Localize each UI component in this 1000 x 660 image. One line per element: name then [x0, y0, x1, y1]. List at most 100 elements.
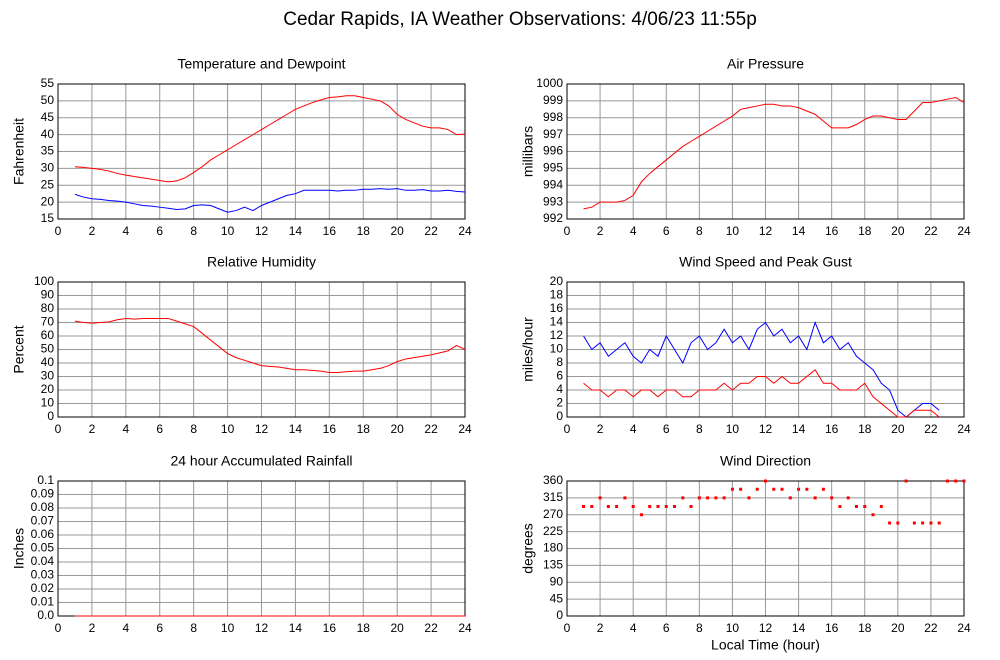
data-point: [681, 496, 685, 500]
x-tick-label: 24: [957, 621, 971, 635]
y-tick-label: 10: [41, 396, 55, 410]
y-tick-label: 0.03: [31, 568, 55, 582]
x-tick-label: 14: [289, 621, 303, 635]
panel-title: Wind Direction: [720, 453, 811, 469]
data-point: [689, 505, 693, 508]
data-point: [879, 505, 883, 508]
x-tick-label: 18: [858, 224, 872, 238]
data-point: [623, 496, 627, 500]
data-point: [871, 513, 875, 517]
data-line: [583, 321, 940, 418]
data-point: [954, 479, 958, 483]
data-point: [673, 505, 677, 508]
y-tick-label: 993: [543, 194, 563, 208]
data-point: [639, 513, 643, 517]
x-tick-label: 20: [891, 422, 905, 436]
data-point: [912, 521, 916, 525]
y-tick-label: 55: [41, 76, 55, 90]
x-tick-label: 8: [190, 422, 197, 436]
data-point: [697, 496, 701, 500]
y-tick-label: 45: [550, 591, 564, 605]
y-tick-label: 35: [41, 144, 55, 158]
data-line: [74, 188, 466, 213]
x-tick-label: 14: [792, 422, 806, 436]
y-tick-label: 0.06: [31, 527, 55, 541]
y-tick-label: 20: [550, 274, 564, 288]
x-tick-label: 8: [190, 621, 197, 635]
y-tick-label: 0.0: [37, 608, 54, 622]
data-point: [664, 505, 668, 508]
y-axis-label: Percent: [11, 325, 27, 373]
x-tick-label: 20: [390, 224, 404, 238]
x-tick-label: 18: [858, 422, 872, 436]
y-axis-label: degrees: [520, 523, 536, 574]
x-tick-label: 22: [424, 422, 438, 436]
data-point: [606, 505, 610, 508]
x-tick-label: 22: [924, 621, 938, 635]
y-tick-label: 0.04: [31, 554, 55, 568]
y-tick-label: 0.02: [31, 581, 55, 595]
x-tick-label: 8: [190, 224, 197, 238]
x-tick-label: 20: [891, 224, 905, 238]
data-point: [656, 505, 660, 508]
page-title: Cedar Rapids, IA Weather Observations: 4…: [283, 9, 757, 30]
x-tick-label: 4: [630, 422, 637, 436]
data-point: [598, 496, 602, 500]
data-point: [821, 487, 825, 491]
y-tick-label: 50: [41, 342, 55, 356]
y-tick-label: 90: [550, 574, 564, 588]
x-tick-label: 20: [390, 422, 404, 436]
y-axis-label: Fahrenheit: [11, 118, 27, 185]
data-point: [888, 521, 892, 525]
y-tick-label: 998: [543, 110, 563, 124]
x-tick-label: 4: [122, 422, 129, 436]
x-tick-label: 8: [696, 224, 703, 238]
x-tick-label: 24: [957, 224, 971, 238]
y-tick-label: 90: [41, 288, 55, 302]
x-tick-label: 14: [792, 224, 806, 238]
panel-title: 24 hour Accumulated Rainfall: [170, 453, 352, 469]
data-point: [772, 487, 776, 491]
x-tick-label: 10: [221, 422, 235, 436]
y-tick-label: 0.07: [31, 514, 55, 528]
data-point: [846, 496, 850, 500]
data-point: [780, 487, 784, 491]
data-point: [648, 505, 652, 508]
y-tick-label: 20: [41, 194, 55, 208]
y-tick-label: 997: [543, 127, 563, 141]
x-tick-label: 24: [458, 621, 472, 635]
data-point: [838, 505, 842, 508]
x-tick-label: 12: [759, 422, 773, 436]
y-tick-label: 0: [556, 608, 563, 622]
data-point: [747, 496, 751, 500]
x-tick-label: 12: [255, 422, 269, 436]
y-tick-label: 0.08: [31, 500, 55, 514]
data-point: [937, 521, 941, 525]
x-tick-label: 2: [89, 224, 96, 238]
x-tick-label: 8: [696, 621, 703, 635]
x-tick-label: 24: [458, 224, 472, 238]
x-tick-label: 10: [726, 224, 740, 238]
data-line: [74, 317, 466, 373]
y-tick-label: 70: [41, 315, 55, 329]
x-tick-label: 12: [255, 621, 269, 635]
x-tick-label: 8: [696, 422, 703, 436]
x-tick-label: 18: [357, 621, 371, 635]
y-tick-label: 18: [550, 288, 564, 302]
x-tick-label: 20: [891, 621, 905, 635]
x-tick-label: 0: [564, 224, 571, 238]
y-tick-label: 995: [543, 161, 563, 175]
y-tick-label: 40: [41, 355, 55, 369]
x-tick-label: 24: [957, 422, 971, 436]
x-tick-label: 24: [458, 422, 472, 436]
x-tick-label: 6: [156, 224, 163, 238]
data-point: [764, 479, 767, 483]
data-point: [582, 505, 586, 508]
y-tick-label: 40: [41, 127, 55, 141]
y-tick-label: 50: [41, 93, 55, 107]
x-tick-label: 10: [726, 422, 740, 436]
x-tick-label: 12: [759, 621, 773, 635]
plot-frame: [57, 83, 466, 220]
data-point: [863, 505, 867, 508]
y-tick-label: 60: [41, 328, 55, 342]
